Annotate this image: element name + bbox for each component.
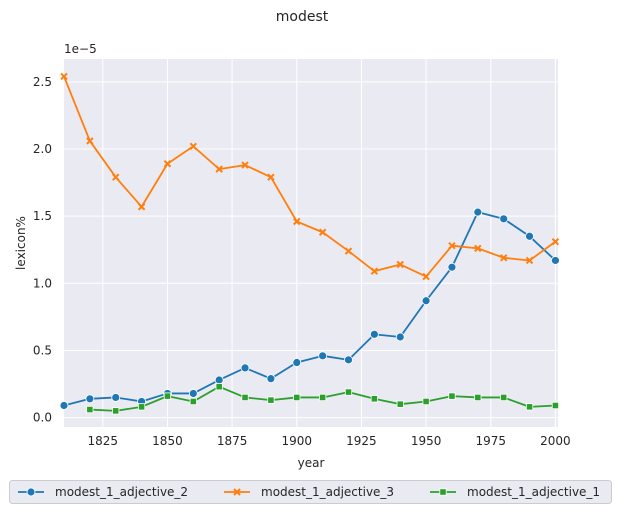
data-point xyxy=(293,217,301,226)
x-tick-label: 2000 xyxy=(540,434,571,448)
data-point xyxy=(293,393,301,402)
data-point xyxy=(59,401,69,410)
x-tick-label: 1900 xyxy=(282,434,313,448)
series-line xyxy=(63,211,557,407)
data-point xyxy=(240,363,250,373)
data-point xyxy=(447,262,457,272)
legend-item: modest_1_adjective_1 xyxy=(430,485,600,499)
data-point xyxy=(369,329,379,339)
data-point xyxy=(551,237,560,246)
y-offset-label: 1e−5 xyxy=(64,42,97,56)
data-point xyxy=(448,241,456,250)
data-point xyxy=(267,173,275,181)
data-point xyxy=(318,228,327,236)
legend-marker xyxy=(233,488,241,496)
legend-label: modest_1_adjective_2 xyxy=(55,485,188,499)
y-tick-label: 2.0 xyxy=(33,142,52,156)
data-point xyxy=(319,393,327,402)
x-tick-label: 1850 xyxy=(152,434,183,448)
data-point xyxy=(137,203,146,211)
y-tick-label: 0.5 xyxy=(33,343,52,357)
series-modest_1_adjective_1 xyxy=(86,383,560,415)
data-point xyxy=(344,247,353,255)
data-point xyxy=(422,397,430,406)
y-tick-label: 0.0 xyxy=(33,411,52,425)
plot-area xyxy=(64,59,558,427)
data-point xyxy=(267,396,275,404)
data-point xyxy=(60,72,68,81)
data-point xyxy=(395,332,405,342)
legend-label: modest_1_adjective_1 xyxy=(467,485,600,499)
tick-layer: 1825 1850 1875 1900 1925 1950 1975 2000 0.0 0.5 1.… xyxy=(33,75,571,448)
series-layer xyxy=(59,72,560,415)
data-point xyxy=(525,403,534,411)
x-tick-label: 1875 xyxy=(217,434,248,448)
data-point xyxy=(318,351,328,361)
data-point xyxy=(474,393,482,402)
series-modest_1_adjective_3 xyxy=(60,72,560,281)
data-point xyxy=(344,388,353,396)
data-point xyxy=(500,393,508,402)
grid-layer xyxy=(64,59,558,427)
x-axis-title: year xyxy=(298,456,325,470)
data-point xyxy=(292,358,302,367)
data-point xyxy=(499,214,509,224)
legend-frame xyxy=(9,480,612,504)
data-point xyxy=(214,375,224,385)
legend-label: modest_1_adjective_3 xyxy=(261,485,394,499)
legend-item: modest_1_adjective_3 xyxy=(224,485,394,499)
data-point xyxy=(499,254,508,262)
data-point xyxy=(111,393,121,402)
data-point xyxy=(266,374,276,384)
data-point xyxy=(396,400,404,408)
data-point xyxy=(344,355,353,365)
data-point xyxy=(112,173,120,181)
data-point xyxy=(525,256,534,265)
x-tick-label: 1825 xyxy=(88,434,119,448)
x-tick-label: 1950 xyxy=(411,434,442,448)
data-point xyxy=(474,244,482,253)
data-point xyxy=(551,401,560,410)
data-point xyxy=(473,207,483,217)
data-point xyxy=(421,296,431,306)
data-point xyxy=(525,231,534,241)
data-point xyxy=(551,256,560,265)
chart-title: modest xyxy=(276,9,329,25)
data-point xyxy=(163,392,172,400)
legend: modest_1_adjective_2 modest_1_adjective_3… xyxy=(9,480,612,504)
data-point xyxy=(215,383,223,391)
data-point xyxy=(448,392,456,400)
legend-marker xyxy=(439,488,447,496)
legend-item: modest_1_adjective_2 xyxy=(18,485,188,499)
x-tick-label: 1925 xyxy=(346,434,377,448)
data-point xyxy=(188,389,198,398)
y-axis-title: lexicon% xyxy=(14,216,28,270)
y-tick-label: 2.5 xyxy=(33,75,52,89)
data-point xyxy=(189,142,198,151)
data-point xyxy=(137,403,146,411)
legend-marker xyxy=(26,487,36,497)
data-point xyxy=(86,137,94,145)
data-point xyxy=(370,395,378,403)
data-point xyxy=(241,393,249,402)
data-point xyxy=(241,161,249,169)
data-point xyxy=(86,405,94,414)
data-point xyxy=(396,260,404,269)
y-tick-label: 1.5 xyxy=(33,209,52,223)
data-point xyxy=(370,267,379,275)
data-point xyxy=(422,272,430,281)
data-point xyxy=(163,160,172,168)
data-point xyxy=(85,394,95,404)
data-point xyxy=(215,165,223,173)
data-point xyxy=(189,397,197,406)
y-tick-label: 1.0 xyxy=(33,276,52,290)
data-point xyxy=(112,407,120,415)
series-line xyxy=(63,76,556,278)
x-tick-label: 1975 xyxy=(475,434,506,448)
